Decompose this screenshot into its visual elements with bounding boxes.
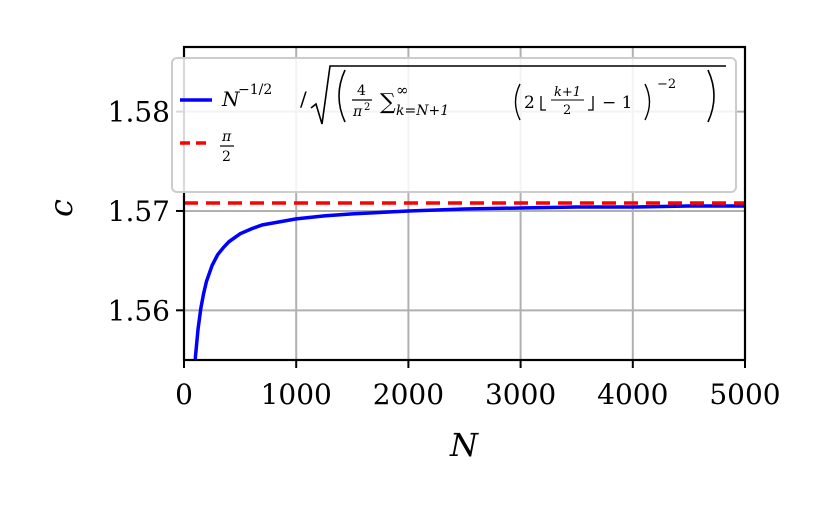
legend-slash: / [300, 87, 307, 111]
sqrt-symbol [310, 65, 726, 125]
legend-frac-pi-power: 2 [364, 102, 370, 113]
x-tick-label: 2000 [373, 378, 444, 411]
inner-left-paren [514, 83, 521, 121]
plot-lines [184, 201, 745, 360]
legend-entry-pi-half: π 2 [220, 129, 234, 165]
legend-outer-exponent: −2 [657, 77, 676, 92]
legend-sum: ∑ [380, 90, 396, 115]
x-tick-label: 1000 [261, 378, 332, 411]
legend-frac-pi: π [352, 104, 363, 120]
x-axis-label: N [449, 426, 479, 464]
y-tick-label: 1.57 [108, 195, 170, 228]
ticks: 0 1000 2000 3000 4000 5000 1.56 1.57 1.58 [108, 96, 781, 411]
left-paren [338, 69, 346, 123]
y-tick-label: 1.58 [108, 96, 170, 129]
x-tick-label: 4000 [597, 378, 668, 411]
legend-frac-4: 4 [357, 83, 366, 99]
inner-right-paren [644, 83, 651, 121]
legend-sum-lower: k=N+1 [396, 103, 449, 119]
right-paren [707, 69, 715, 123]
plot-frame [182, 45, 747, 362]
floor-right [588, 96, 594, 111]
legend-entry-series-formula: N −1/2 / 4 π 2 ∑ ∞ k=N+1 2 k+1 2 − 1 −2 [221, 65, 726, 125]
legend-floor-den: 2 [563, 103, 571, 118]
legend-pi-num: π [221, 129, 232, 145]
legend-sum-upper: ∞ [396, 81, 409, 99]
legend-minus-one: − 1 [602, 93, 632, 113]
legend-floor-num: k+1 [554, 85, 581, 100]
legend-two: 2 [524, 93, 535, 113]
legend-box [171, 57, 737, 193]
floor-left [540, 96, 546, 111]
y-tick-label: 1.56 [108, 294, 170, 327]
legend-n: N [221, 87, 241, 111]
series-line-blue [193, 204, 745, 360]
legend-exponent: −1/2 [238, 82, 272, 98]
legend: N −1/2 / 4 π 2 ∑ ∞ k=N+1 2 k+1 2 − 1 −2 [171, 57, 737, 193]
x-tick-label: 0 [175, 378, 193, 411]
y-axis-label: c [42, 199, 80, 217]
legend-pi-den: 2 [222, 149, 231, 165]
x-tick-label: 3000 [485, 378, 556, 411]
x-tick-label: 5000 [709, 378, 780, 411]
